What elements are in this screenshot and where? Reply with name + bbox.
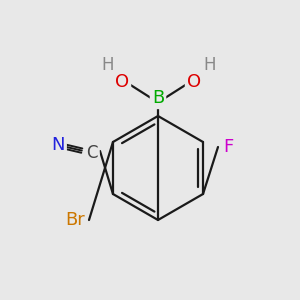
Text: H: H (102, 56, 114, 74)
Text: O: O (187, 73, 201, 91)
Text: O: O (115, 73, 129, 91)
Text: B: B (152, 89, 164, 107)
Text: N: N (51, 136, 65, 154)
Text: Br: Br (65, 211, 85, 229)
Text: F: F (223, 138, 233, 156)
Text: H: H (204, 56, 216, 74)
Text: C: C (86, 144, 98, 162)
